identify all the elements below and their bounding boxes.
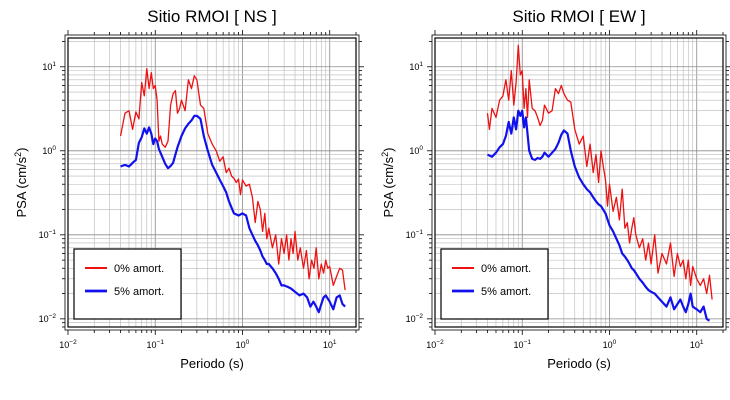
- legend-label: 0% amort.: [114, 263, 164, 275]
- x-tick-label: 10−1: [147, 339, 165, 350]
- series-line-0: [119, 67, 346, 291]
- y-tick-label: 10−1: [39, 229, 57, 240]
- y-tick-label: 101: [42, 61, 56, 72]
- x-axis-label: Periodo (s): [180, 356, 244, 371]
- x-axis-label: Periodo (s): [547, 356, 611, 371]
- x-tick-label: 101: [323, 339, 337, 350]
- x-tick-label: 101: [690, 339, 704, 350]
- x-tick-label: 100: [236, 339, 250, 350]
- y-axis-label: PSA (cm/s2): [380, 147, 396, 217]
- plot-frame-outer: [64, 34, 360, 331]
- axis-ticks: [60, 30, 364, 335]
- y-tick-label: 10−2: [406, 313, 424, 324]
- y-axis-label: PSA (cm/s2): [13, 147, 29, 217]
- legend-box: [440, 248, 549, 320]
- chart-ew: Sitio RMOI [ EW ] 10−2 10−1 100 101 10−2 10−1 1…: [380, 7, 730, 371]
- x-tick-label: 10−2: [426, 339, 444, 350]
- y-tick-label: 101: [409, 61, 423, 72]
- legend-label: 5% amort.: [481, 286, 531, 298]
- y-tick-label: 10−2: [39, 313, 57, 324]
- legend-box: [73, 248, 182, 320]
- y-tick-label: 10−1: [406, 229, 424, 240]
- plot-frame: [67, 37, 357, 328]
- legend-label: 5% amort.: [114, 286, 164, 298]
- legend: 0% amort. 5% amort.: [440, 248, 549, 320]
- plot-frame-outer: [431, 34, 727, 331]
- y-tick-label: 100: [409, 145, 423, 156]
- chart-ns: Sitio RMOI [ NS ] 10−2 10−1 100 101 10−2 10−1 1…: [13, 7, 364, 371]
- series-line-1: [120, 114, 346, 314]
- legend-label: 0% amort.: [481, 263, 531, 275]
- y-tick-label: 100: [42, 145, 56, 156]
- x-tick-label: 10−2: [59, 339, 77, 350]
- chart-title: Sitio RMOI [ EW ]: [512, 7, 645, 26]
- grid: [67, 38, 357, 328]
- series-line-1: [487, 109, 711, 322]
- chart-title: Sitio RMOI [ NS ]: [147, 7, 276, 26]
- series-line-0: [486, 44, 713, 300]
- axis-ticks: [427, 30, 730, 335]
- x-tick-label: 100: [603, 339, 617, 350]
- legend: 0% amort. 5% amort.: [73, 248, 182, 320]
- plot-frame: [434, 37, 724, 328]
- x-tick-label: 10−1: [514, 339, 532, 350]
